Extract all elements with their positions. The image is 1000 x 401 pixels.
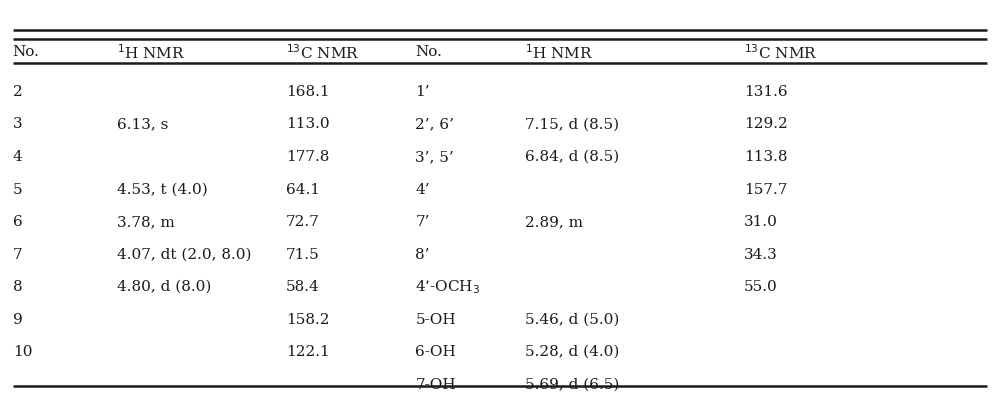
- Text: 2’, 6’: 2’, 6’: [415, 117, 454, 131]
- Text: 55.0: 55.0: [744, 279, 777, 293]
- Text: 2.89, m: 2.89, m: [525, 215, 583, 229]
- Text: 5-OH: 5-OH: [415, 312, 456, 326]
- Text: 58.4: 58.4: [286, 279, 320, 293]
- Text: 6.13, s: 6.13, s: [117, 117, 169, 131]
- Text: 4.07, dt (2.0, 8.0): 4.07, dt (2.0, 8.0): [117, 247, 252, 261]
- Text: $^{1}$H NMR: $^{1}$H NMR: [525, 43, 593, 61]
- Text: 2: 2: [13, 85, 22, 99]
- Text: 3: 3: [13, 117, 22, 131]
- Text: 4.53, t (4.0): 4.53, t (4.0): [117, 182, 208, 196]
- Text: No.: No.: [415, 45, 442, 59]
- Text: 122.1: 122.1: [286, 344, 330, 358]
- Text: 4: 4: [13, 150, 22, 164]
- Text: 158.2: 158.2: [286, 312, 330, 326]
- Text: 7.15, d (8.5): 7.15, d (8.5): [525, 117, 619, 131]
- Text: 7: 7: [13, 247, 22, 261]
- Text: $^{1}$H NMR: $^{1}$H NMR: [117, 43, 186, 61]
- Text: 157.7: 157.7: [744, 182, 787, 196]
- Text: 5: 5: [13, 182, 22, 196]
- Text: $^{13}$C NMR: $^{13}$C NMR: [744, 43, 817, 61]
- Text: 1’: 1’: [415, 85, 430, 99]
- Text: 8: 8: [13, 279, 22, 293]
- Text: 129.2: 129.2: [744, 117, 787, 131]
- Text: 31.0: 31.0: [744, 215, 778, 229]
- Text: 5.28, d (4.0): 5.28, d (4.0): [525, 344, 619, 358]
- Text: 4.80, d (8.0): 4.80, d (8.0): [117, 279, 212, 293]
- Text: 6: 6: [13, 215, 22, 229]
- Text: 71.5: 71.5: [286, 247, 320, 261]
- Text: 168.1: 168.1: [286, 85, 330, 99]
- Text: 7’: 7’: [415, 215, 430, 229]
- Text: 3’, 5’: 3’, 5’: [415, 150, 454, 164]
- Text: 113.8: 113.8: [744, 150, 787, 164]
- Text: 6.84, d (8.5): 6.84, d (8.5): [525, 150, 619, 164]
- Text: 3.78, m: 3.78, m: [117, 215, 175, 229]
- Text: No.: No.: [13, 45, 40, 59]
- Text: 8’: 8’: [415, 247, 430, 261]
- Text: 4’-OCH$_3$: 4’-OCH$_3$: [415, 277, 481, 295]
- Text: 6-OH: 6-OH: [415, 344, 456, 358]
- Text: 9: 9: [13, 312, 22, 326]
- Text: 131.6: 131.6: [744, 85, 787, 99]
- Text: 5.46, d (5.0): 5.46, d (5.0): [525, 312, 619, 326]
- Text: 7-OH: 7-OH: [415, 377, 456, 391]
- Text: 10: 10: [13, 344, 32, 358]
- Text: $^{13}$C NMR: $^{13}$C NMR: [286, 43, 360, 61]
- Text: 4’: 4’: [415, 182, 430, 196]
- Text: 113.0: 113.0: [286, 117, 330, 131]
- Text: 72.7: 72.7: [286, 215, 320, 229]
- Text: 64.1: 64.1: [286, 182, 320, 196]
- Text: 5.69, d (6.5): 5.69, d (6.5): [525, 377, 619, 391]
- Text: 177.8: 177.8: [286, 150, 330, 164]
- Text: 34.3: 34.3: [744, 247, 777, 261]
